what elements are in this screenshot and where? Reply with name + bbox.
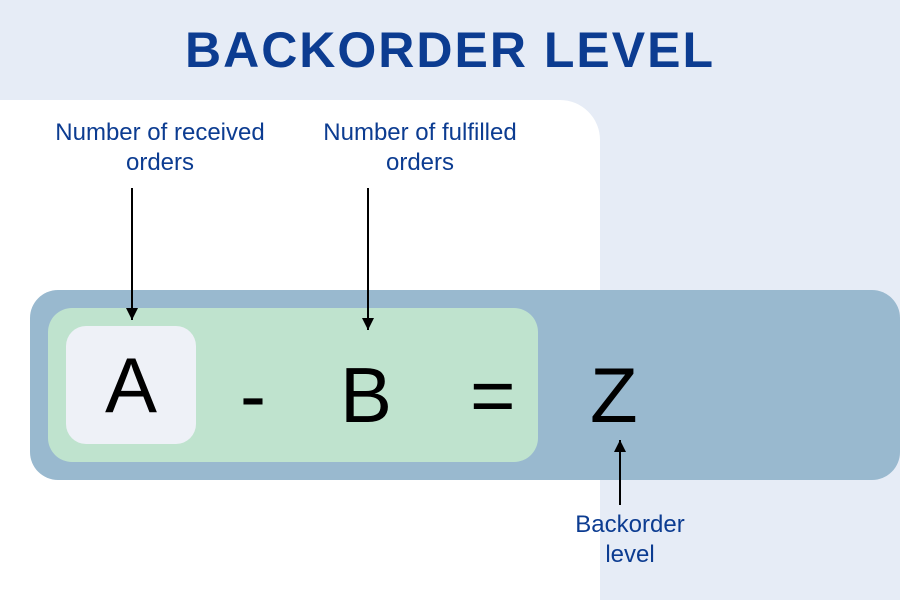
variable-a-box: A	[66, 326, 196, 444]
page-title: BACKORDER LEVEL	[185, 21, 715, 79]
annotation-received-orders: Number of received orders	[20, 118, 300, 178]
annotation-fulfilled-line2: orders	[280, 148, 560, 178]
annotation-backorder-level: Backorder level	[540, 510, 720, 570]
minus-symbol: -	[240, 350, 266, 441]
header: BACKORDER LEVEL	[0, 0, 900, 100]
annotation-received-line1: Number of received	[20, 118, 300, 148]
equals-symbol: =	[470, 350, 516, 441]
annotation-received-line2: orders	[20, 148, 300, 178]
variable-z-symbol: Z	[590, 350, 638, 441]
annotation-backorder-line2: level	[540, 540, 720, 570]
annotation-fulfilled-orders: Number of fulfilled orders	[280, 118, 560, 178]
annotation-backorder-line1: Backorder	[540, 510, 720, 540]
variable-b-symbol: B	[340, 350, 392, 441]
variable-a-symbol: A	[105, 340, 157, 431]
annotation-fulfilled-line1: Number of fulfilled	[280, 118, 560, 148]
